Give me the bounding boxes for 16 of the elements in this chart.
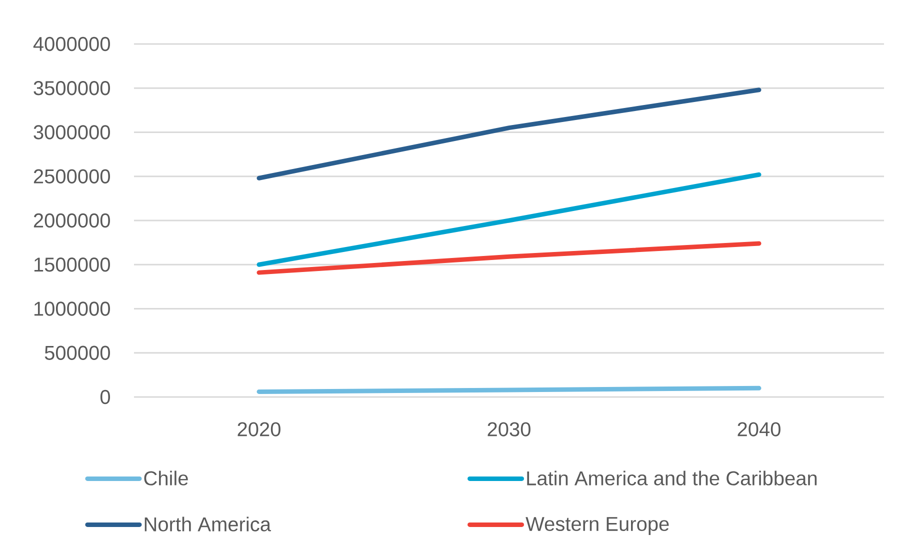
y-tick-label: 1500000 [34, 258, 110, 272]
y-tick-label: 1000000 [34, 302, 110, 316]
y-tick-label: 2500000 [34, 169, 110, 184]
x-tick-label: 2020 [238, 422, 280, 436]
y-tick-label: 3000000 [34, 125, 110, 140]
x-tick-label: 2040 [738, 422, 780, 436]
legend-label: Latin America and the Caribbean [527, 470, 817, 486]
y-tick-label: 500000 [44, 346, 110, 360]
legend-label: North America [144, 516, 271, 532]
x-tick-label: 2030 [488, 422, 530, 436]
y-tick-label: 2000000 [34, 213, 110, 228]
y-tick-label: 3500000 [34, 81, 110, 96]
legend-label: Western Europe [526, 517, 669, 535]
legend-label: Chile [144, 470, 188, 486]
y-tick-label: 0 [100, 390, 110, 404]
y-tick-label: 4000000 [33, 36, 110, 52]
